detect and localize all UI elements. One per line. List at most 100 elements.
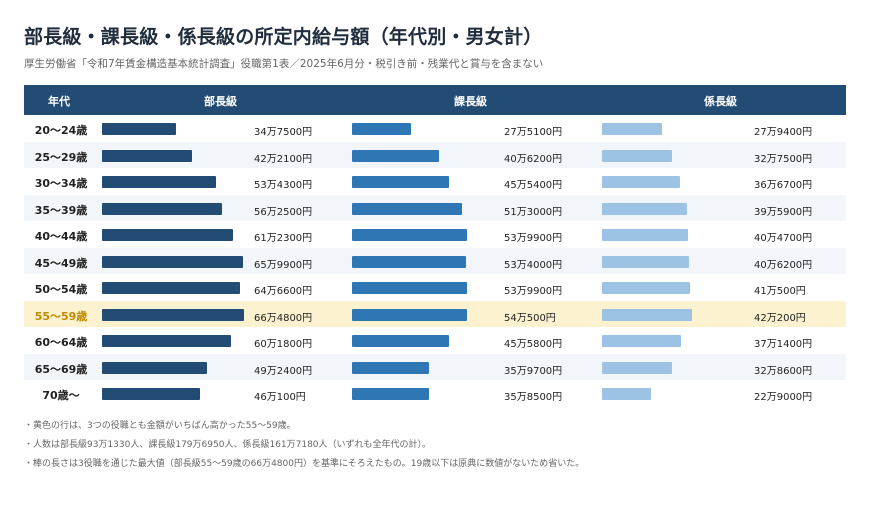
table-row: 30〜34歳 53万4300円 45万5400円 36万6700円 bbox=[24, 168, 846, 195]
value-label-bucho: 64万6600円 bbox=[254, 286, 313, 297]
value-label-kacho: 53万9900円 bbox=[504, 286, 563, 297]
table-header: 年代 部長級 課長級 係長級 bbox=[24, 85, 846, 115]
bar-bucho bbox=[102, 149, 192, 162]
table-row: 50〜54歳 64万6600円 53万9900円 41万500円 bbox=[24, 274, 846, 301]
value-label-kacho: 53万9900円 bbox=[504, 233, 563, 244]
value-label-kacho: 27万5100円 bbox=[504, 127, 563, 138]
table-row: 20〜24歳 34万7500円 27万5100円 27万9400円 bbox=[24, 115, 846, 142]
bar-kacho bbox=[352, 202, 462, 215]
bar-bucho bbox=[102, 282, 241, 294]
value-label-bucho: 65万9900円 bbox=[254, 259, 313, 271]
table-row: 35〜39歳 56万2500円 51万3000円 39万5900円 bbox=[24, 194, 846, 221]
value-label-kacho: 45万5400円 bbox=[504, 180, 563, 191]
bar-kakaricho bbox=[602, 176, 681, 188]
bar-kacho bbox=[352, 335, 450, 347]
value-label-kakaricho: 40万6200円 bbox=[754, 259, 813, 271]
value-label-bucho: 53万4300円 bbox=[254, 180, 313, 191]
value-label-kacho: 40万6200円 bbox=[504, 153, 563, 165]
bar-kacho bbox=[352, 229, 468, 241]
bar-kakaricho bbox=[602, 282, 690, 294]
table-row: 65〜69歳 49万2400円 35万9700円 32万8600円 bbox=[24, 353, 846, 380]
bar-bucho bbox=[102, 388, 201, 400]
value-label-kakaricho: 27万9400円 bbox=[754, 127, 813, 138]
bar-kacho bbox=[352, 308, 468, 321]
table-row: 25〜29歳 42万2100円 40万6200円 32万7500円 bbox=[24, 141, 846, 168]
bar-bucho bbox=[102, 335, 231, 347]
value-label-kacho: 35万9700円 bbox=[504, 365, 563, 377]
age-label: 25〜29歳 bbox=[34, 150, 88, 164]
value-label-bucho: 66万4800円 bbox=[254, 312, 313, 324]
page-subtitle: 厚生労働省「令和7年賃金構造基本統計調査」役職第1表／2025年6月分・税引き前… bbox=[24, 58, 544, 70]
bar-bucho bbox=[102, 255, 243, 268]
bar-bucho bbox=[102, 361, 208, 374]
value-label-bucho: 42万2100円 bbox=[254, 153, 313, 165]
value-label-kakaricho: 41万500円 bbox=[754, 286, 806, 297]
bar-kakaricho bbox=[602, 361, 673, 374]
value-label-kacho: 53万4000円 bbox=[504, 259, 563, 271]
header-age: 年代 bbox=[48, 95, 70, 108]
header-kacho: 課長級 bbox=[454, 95, 487, 108]
age-label: 50〜54歳 bbox=[34, 283, 88, 296]
value-label-kakaricho: 22万9000円 bbox=[754, 392, 813, 403]
bar-kacho bbox=[352, 388, 429, 400]
age-label: 20〜24歳 bbox=[34, 124, 88, 137]
page-title: 部長級・課長級・係長級の所定内給与額（年代別・男女計） bbox=[24, 26, 543, 48]
bar-kakaricho bbox=[602, 255, 689, 268]
value-label-kakaricho: 36万6700円 bbox=[754, 180, 813, 191]
bar-kakaricho bbox=[602, 123, 662, 135]
note-highlight: ・黄色の行は、3つの役職とも金額がいちばん高かった55〜59歳。 bbox=[24, 421, 296, 431]
age-label: 35〜39歳 bbox=[34, 203, 88, 217]
value-label-kacho: 51万3000円 bbox=[504, 206, 563, 218]
header-bucho: 部長級 bbox=[204, 95, 237, 108]
age-label: 70歳〜 bbox=[42, 389, 80, 402]
value-label-bucho: 46万100円 bbox=[254, 392, 306, 403]
value-label-bucho: 60万1800円 bbox=[254, 339, 313, 350]
age-label: 45〜49歳 bbox=[34, 256, 88, 270]
age-label: 30〜34歳 bbox=[34, 177, 88, 190]
bar-bucho bbox=[102, 176, 217, 188]
bar-kacho bbox=[352, 149, 439, 162]
value-label-kacho: 35万8500円 bbox=[504, 392, 563, 403]
bar-kakaricho bbox=[602, 149, 672, 162]
age-label: 65〜69歳 bbox=[34, 362, 88, 376]
value-label-kacho: 45万5800円 bbox=[504, 339, 563, 350]
table-row: 60〜64歳 60万1800円 45万5800円 37万1400円 bbox=[24, 327, 846, 354]
bar-kakaricho bbox=[602, 229, 689, 241]
bar-bucho bbox=[102, 308, 244, 321]
value-label-kacho: 54万500円 bbox=[504, 312, 556, 324]
bar-kakaricho bbox=[602, 202, 687, 215]
bar-kacho bbox=[352, 255, 467, 268]
table-row: 55〜59歳 66万4800円 54万500円 42万200円 bbox=[24, 300, 846, 327]
bar-kakaricho bbox=[602, 308, 692, 321]
bar-kakaricho bbox=[602, 388, 651, 400]
value-label-kakaricho: 42万200円 bbox=[754, 312, 806, 324]
value-label-bucho: 61万2300円 bbox=[254, 233, 313, 244]
value-label-kakaricho: 32万7500円 bbox=[754, 153, 813, 165]
bar-bucho bbox=[102, 202, 223, 215]
note-headcount: ・人数は部長級93万1330人、課長級179万6950人、係長級161万7180… bbox=[24, 440, 432, 450]
bar-kakaricho bbox=[602, 335, 682, 347]
header-kakaricho: 係長級 bbox=[704, 95, 737, 108]
age-label: 40〜44歳 bbox=[34, 230, 88, 243]
bar-kacho bbox=[352, 361, 429, 374]
age-label: 60〜64歳 bbox=[34, 336, 88, 349]
age-label: 55〜59歳 bbox=[34, 309, 88, 323]
value-label-bucho: 56万2500円 bbox=[254, 206, 313, 218]
chart-rows: 20〜24歳 34万7500円 27万5100円 27万9400円 25〜29歳 42万2… bbox=[24, 115, 846, 407]
bar-bucho bbox=[102, 123, 177, 135]
value-label-kakaricho: 40万4700円 bbox=[754, 233, 813, 244]
table-row: 45〜49歳 65万9900円 53万4000円 40万6200円 bbox=[24, 247, 846, 274]
notes: ・黄色の行は、3つの役職とも金額がいちばん高かった55〜59歳。 ・人数は部長級… bbox=[24, 418, 584, 475]
note-scale: ・棒の長さは3役職を通じた最大値（部長級55〜59歳の66万4800円）を基準に… bbox=[24, 459, 585, 469]
bar-kacho bbox=[352, 176, 450, 188]
value-label-kakaricho: 39万5900円 bbox=[754, 206, 813, 218]
table-row: 40〜44歳 61万2300円 53万9900円 40万4700円 bbox=[24, 221, 846, 248]
bar-bucho bbox=[102, 229, 233, 241]
value-label-kakaricho: 32万8600円 bbox=[754, 365, 813, 377]
value-label-bucho: 49万2400円 bbox=[254, 365, 313, 377]
table-row: 70歳〜 46万100円 35万8500円 22万9000円 bbox=[24, 380, 846, 407]
value-label-bucho: 34万7500円 bbox=[254, 127, 313, 138]
bar-kacho bbox=[352, 123, 411, 135]
bar-kacho bbox=[352, 282, 468, 294]
